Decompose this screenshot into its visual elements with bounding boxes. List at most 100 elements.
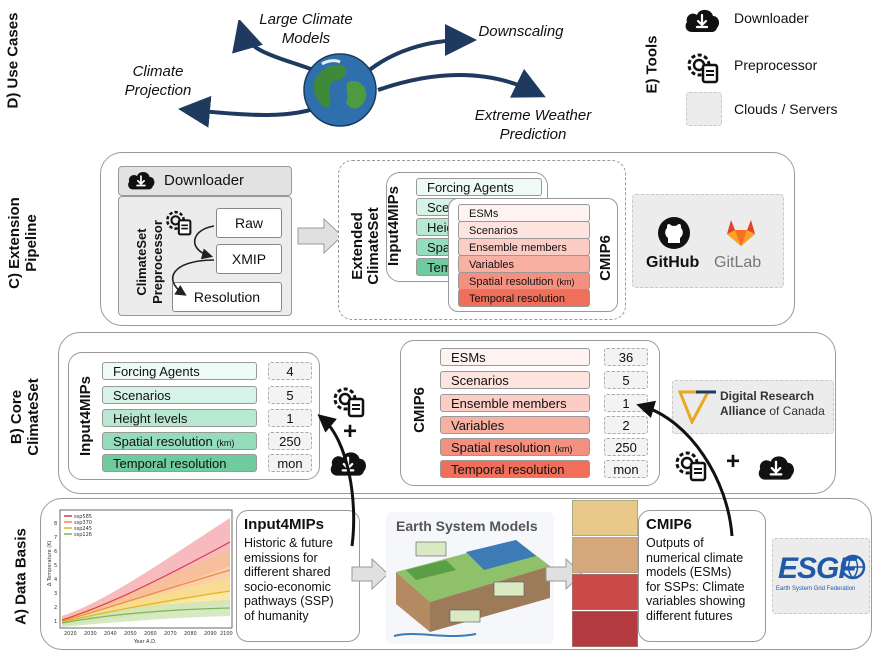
xtick: 2030 [84,631,97,637]
xtick: 2060 [144,631,157,637]
ytick: 4 [54,577,57,583]
core-input4mips-value: mon [268,454,312,472]
core-right-preprocessor-icon [675,451,707,482]
core-cmip6-row: Temporal resolution [440,460,590,478]
xtick: 2070 [164,631,177,637]
gitlab-icon [727,220,755,246]
step-raw: Raw [216,208,282,238]
core-preprocessor-icon [333,387,365,418]
cmip6-maps-stack [572,500,638,647]
basis-cmip6-title: CMIP6 [646,516,692,533]
legend-ssp585: ssp585 [74,514,92,520]
tool-downloader-label: Downloader [734,10,809,26]
github-label: GitHub [646,254,700,271]
map-panel [572,611,638,647]
core-cmip6-value: mon [604,460,648,478]
core-input4mips-row: Spatial resolution (km) [102,432,257,450]
esm-illustration [393,540,550,637]
core-cmip6-row: ESMs [440,348,590,366]
core-cmip6-value: 5 [604,371,648,389]
arrow-to-extreme [377,68,546,98]
step-xmip: XMIP [216,244,282,274]
ext-cmip6-row-5: Temporal resolution [458,289,590,307]
ytick: 5 [54,563,57,569]
tool-preprocessor-label: Preprocessor [734,57,818,73]
plot-legend [64,515,72,535]
github-icon [658,217,690,249]
esgf-logo-box [772,538,870,614]
xtick: 2020 [64,631,77,637]
core-input4mips-row: Forcing Agents [102,362,257,380]
core-cmip6-km: (km) [554,444,573,454]
earth-system-models-image: Earth System Models [386,512,554,644]
esgf-logo: ESGF [778,552,857,585]
preprocessor-flow-arrows [172,225,215,296]
downloader-icon [685,9,720,32]
preprocessor-gear-icon [166,210,192,236]
core-cmip6-value: 2 [604,416,648,434]
legend-ssp370: ssp370 [74,520,92,526]
band-ssp126 [62,600,230,627]
use-case-extreme-weather: Extreme Weather Prediction [474,107,592,143]
ytick: 8 [54,521,57,527]
xtick: 2050 [124,631,137,637]
ext-cmip6-row-4-label: Spatial resolution [469,276,554,288]
map-panel [572,537,638,573]
core-cmip6-value: 36 [604,348,648,366]
core-input4mips-value: 5 [268,386,312,404]
xtick: 2040 [104,631,117,637]
basis-input4mips-title: Input4MIPs [244,516,325,533]
arrow-input4mips-to-core [317,414,356,547]
use-case-downscaling: Downscaling [478,23,564,40]
core-cmip6-row: Variables [440,416,590,434]
basis-arrow-left [351,557,389,591]
alliance-line2: Alliance [720,404,767,418]
basis-input4mips-text: Historic & future emissions for differen… [244,536,334,623]
alliance-name: Digital Research Alliance of Canada [720,389,825,419]
use-case-large-models: Large Climate Models [259,11,353,47]
tool-clouds-label: Clouds / Servers [734,101,838,117]
ext-input4mips-row-0: Forcing Agents [416,178,542,196]
alliance-line2-wrap: Alliance of Canada [720,404,825,419]
temperature-plot: ssp585 ssp370 ssp245 ssp126 1 2 3 4 5 6 … [47,509,233,645]
alliance-line1: Digital Research [720,389,815,403]
line-ssp126 [61,607,231,624]
legend-ssp245: ssp245 [74,526,92,532]
legend-ssp126: ssp126 [74,532,92,538]
earth-globe-icon [303,53,377,127]
alliance-line3: of Canada [769,404,825,418]
ext-cmip6-row-4: Spatial resolution (km) [458,272,590,290]
esgf-subtitle: Earth System Grid Federation [776,586,856,592]
preprocessor-icon [687,53,719,84]
band-ssp370 [62,550,230,625]
repo-hosting-box [632,194,784,288]
xtick: 2090 [204,631,217,637]
ytick: 6 [54,549,57,555]
xtick: 2080 [184,631,197,637]
basis-cmip6-box [638,510,766,642]
core-cmip6-row: Scenarios [440,371,590,389]
band-ssp585 [62,518,230,624]
ext-cmip6-km: (km) [556,277,575,287]
core-right-downloader-icon [758,456,794,480]
gitlab-label: GitLab [714,254,762,271]
xtick: 2100 [220,631,233,637]
core-input4mips-row: Height levels [102,409,257,427]
pipeline-arrow [297,217,343,255]
line-ssp370 [61,569,231,622]
core-cmip6-row-label: Spatial resolution [451,440,551,455]
use-case-climate-projection: Climate Projection [124,63,192,99]
clouds-servers-swatch [686,92,722,126]
map-panel [572,574,638,610]
core-plus-left: + [343,418,358,445]
core-km: (km) [216,438,235,448]
core-cmip6-value: 250 [604,438,648,456]
core-cmip6-row: Ensemble members [440,394,590,412]
ytick: 2 [54,605,57,611]
esm-title: Earth System Models [396,518,538,534]
ytick: 3 [54,591,57,597]
ytick: 7 [54,535,57,541]
pipeline-downloader-icon [128,172,155,190]
basis-cmip6-text: Outputs of numerical climate models (ESM… [646,536,746,623]
